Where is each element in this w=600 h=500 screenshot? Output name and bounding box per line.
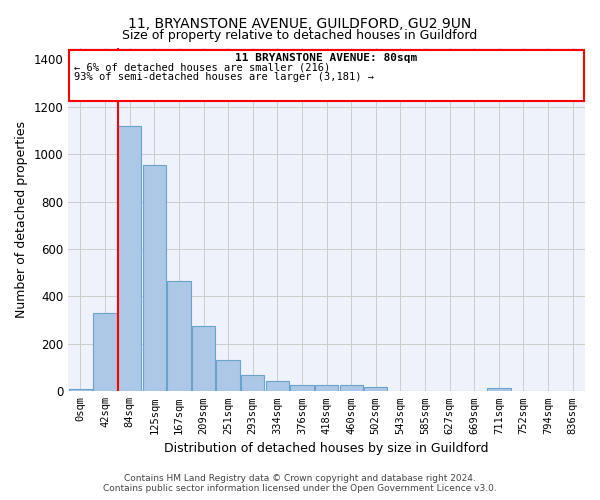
Bar — [266, 382, 289, 392]
Text: ← 6% of detached houses are smaller (216): ← 6% of detached houses are smaller (216… — [74, 63, 331, 73]
Text: 93% of semi-detached houses are larger (3,181) →: 93% of semi-detached houses are larger (… — [74, 72, 374, 83]
Bar — [118, 126, 142, 392]
Bar — [192, 326, 215, 392]
Bar — [315, 385, 338, 392]
Bar — [389, 390, 412, 392]
Bar — [143, 165, 166, 392]
Bar — [561, 390, 584, 392]
X-axis label: Distribution of detached houses by size in Guildford: Distribution of detached houses by size … — [164, 442, 489, 455]
Text: Contains public sector information licensed under the Open Government Licence v3: Contains public sector information licen… — [103, 484, 497, 493]
Bar — [94, 313, 117, 392]
Bar — [241, 374, 265, 392]
Bar — [364, 386, 388, 392]
Bar — [69, 389, 92, 392]
Bar — [438, 390, 461, 392]
Text: 11 BRYANSTONE AVENUE: 80sqm: 11 BRYANSTONE AVENUE: 80sqm — [235, 54, 418, 64]
Bar — [512, 390, 535, 392]
Text: Contains HM Land Registry data © Crown copyright and database right 2024.: Contains HM Land Registry data © Crown c… — [124, 474, 476, 483]
Text: Size of property relative to detached houses in Guildford: Size of property relative to detached ho… — [122, 29, 478, 42]
Bar — [340, 385, 363, 392]
Bar — [463, 390, 486, 392]
Text: 11, BRYANSTONE AVENUE, GUILDFORD, GU2 9UN: 11, BRYANSTONE AVENUE, GUILDFORD, GU2 9U… — [128, 18, 472, 32]
Bar — [536, 390, 560, 392]
Bar — [290, 386, 314, 392]
Bar — [167, 281, 191, 392]
Bar — [217, 360, 240, 392]
Bar — [487, 388, 511, 392]
Bar — [413, 390, 437, 392]
Y-axis label: Number of detached properties: Number of detached properties — [15, 121, 28, 318]
Bar — [70, 50, 584, 101]
